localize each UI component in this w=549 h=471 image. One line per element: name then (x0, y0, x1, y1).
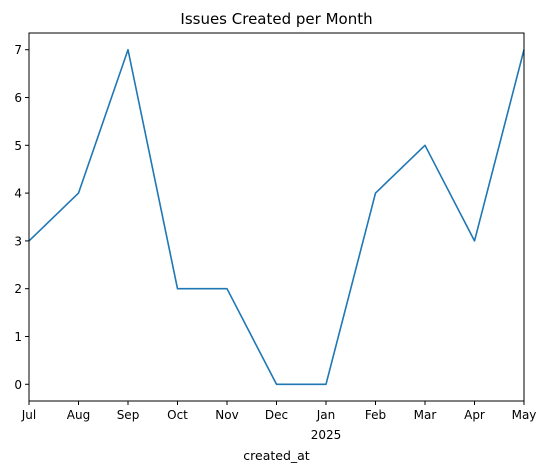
x-tick-label: May (512, 408, 537, 422)
series-layer (28, 48, 525, 386)
series-line (28, 48, 525, 386)
x-tick-label: Mar (414, 408, 437, 422)
x-tick-label: Apr (464, 408, 485, 422)
x-tick-label: Jan (316, 408, 336, 422)
x-tick-label: Feb (365, 408, 386, 422)
y-tick-label: 2 (14, 282, 22, 296)
y-tick-label: 6 (14, 91, 22, 105)
x-tick-label: Nov (215, 408, 238, 422)
plot-frame (28, 32, 525, 402)
x-tick-year-label: 2025 (311, 428, 342, 442)
y-tick-label: 1 (14, 330, 22, 344)
x-tick-label: Dec (265, 408, 288, 422)
x-tick-label: Sep (117, 408, 140, 422)
x-tick-label: Aug (67, 408, 90, 422)
y-tick-label: 7 (14, 43, 22, 57)
x-tick-label: Oct (167, 408, 188, 422)
x-tick-label: Jul (21, 408, 36, 422)
x-axis: Jul Aug Sep Oct Nov Dec Jan Feb Mar Apr May (21, 401, 537, 422)
x-axis-label: created_at (243, 448, 310, 463)
y-axis: 0 1 2 3 4 5 6 7 (14, 43, 29, 392)
y-tick-label: 4 (14, 187, 22, 201)
chart-title: Issues Created per Month (180, 10, 372, 28)
y-tick-label: 5 (14, 139, 22, 153)
y-tick-label: 3 (14, 234, 22, 248)
y-tick-label: 0 (14, 378, 22, 392)
